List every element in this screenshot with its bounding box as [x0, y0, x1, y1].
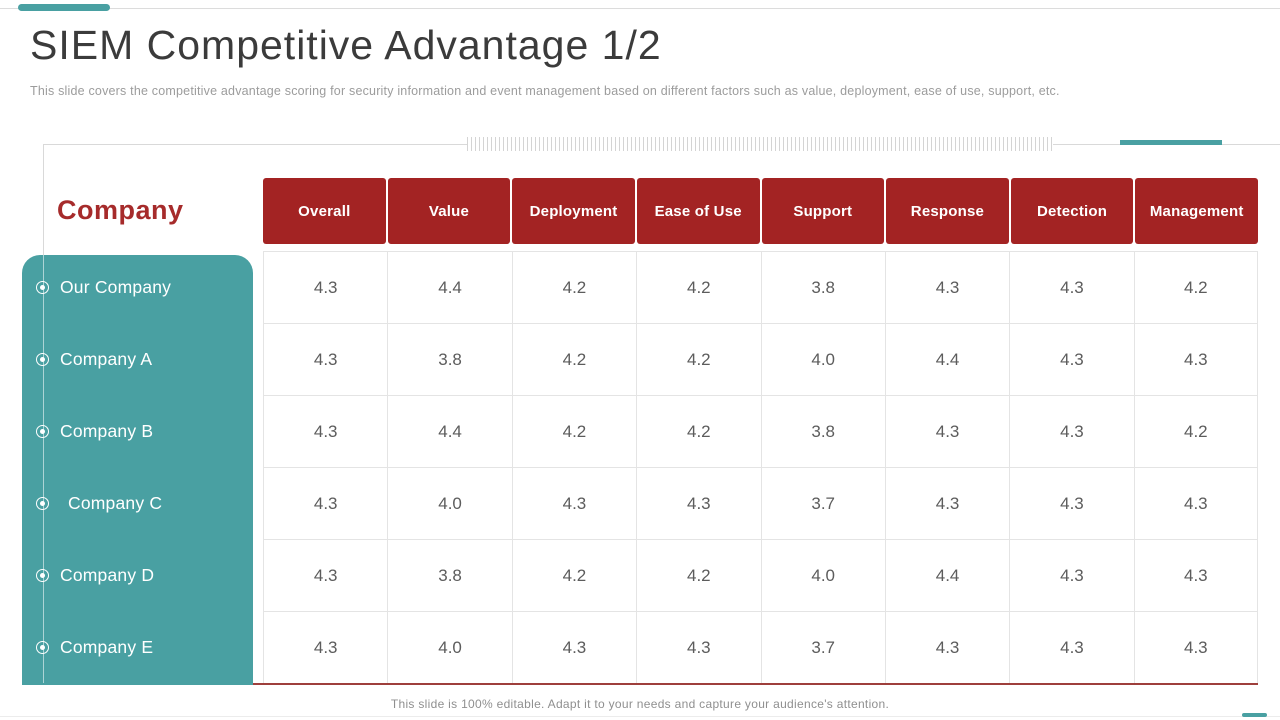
radio-bullet-icon [36, 640, 49, 654]
sidebar-item-label: Company C [68, 492, 163, 513]
radio-bullet-icon [36, 352, 49, 366]
table-cell-company-e-value: 4.0 [387, 611, 512, 683]
sidebar-item-label: Company A [60, 348, 153, 369]
table-cell-our-company-detection: 4.3 [1009, 251, 1134, 323]
table-cell-company-c-overall: 4.3 [263, 467, 388, 539]
sidebar-item-company-e: Company E [22, 611, 253, 683]
table-cell-our-company-ease-of-use: 4.2 [636, 251, 761, 323]
table-cell-company-d-support: 4.0 [760, 539, 885, 611]
sidebar-item-label: Our Company [60, 276, 172, 297]
table-cell-company-a-response: 4.4 [884, 323, 1010, 395]
table-cell-company-d-overall: 4.3 [263, 539, 388, 611]
table-cell-company-e-support: 3.7 [760, 611, 885, 683]
column-header-detection: Detection [1010, 178, 1134, 244]
table-cell-company-e-deployment: 4.3 [511, 611, 637, 683]
footer-note: This slide is 100% editable. Adapt it to… [390, 697, 890, 711]
table-cell-company-a-value: 3.8 [387, 323, 512, 395]
top-rule [0, 8, 1280, 9]
table-cell-company-a-overall: 4.3 [263, 323, 388, 395]
table-cell-company-b-support: 3.8 [760, 395, 885, 467]
table-cell-company-d-management: 4.3 [1133, 539, 1258, 611]
slide-title: SIEM Competitive Advantage 1/2 [30, 22, 662, 68]
bottom-rule [0, 716, 1280, 717]
table-cell-company-e-detection: 4.3 [1009, 611, 1134, 683]
radio-bullet-icon [36, 280, 49, 294]
sidebar-item-company-d: Company D [22, 539, 253, 611]
sidebar-item-our-company: Our Company [22, 251, 253, 323]
timeline-vertical-line [43, 144, 44, 255]
table-cell-company-a-deployment: 4.2 [511, 323, 637, 395]
column-header-management: Management [1135, 178, 1258, 244]
table-cell-company-c-support: 3.7 [760, 467, 885, 539]
table-cell-our-company-deployment: 4.2 [511, 251, 637, 323]
table-cell-company-c-response: 4.3 [884, 467, 1010, 539]
table-cell-company-d-deployment: 4.2 [511, 539, 637, 611]
table-cell-company-d-value: 3.8 [387, 539, 512, 611]
column-header-response: Response [886, 178, 1009, 244]
company-column-header: Company [57, 195, 184, 225]
table-cell-company-b-deployment: 4.2 [511, 395, 637, 467]
sidebar-item-company-a: Company A [22, 323, 253, 395]
table-cell-company-d-ease-of-use: 4.2 [636, 539, 761, 611]
table-header-row: Overall Value Deployment Ease of Use Support… [263, 178, 1258, 244]
table-cell-company-a-management: 4.3 [1133, 323, 1258, 395]
radio-bullet-icon [36, 424, 49, 438]
table-cell-company-c-management: 4.3 [1133, 467, 1258, 539]
table-cell-company-e-management: 4.3 [1133, 611, 1258, 683]
table-cell-our-company-management: 4.2 [1133, 251, 1258, 323]
table-cell-our-company-overall: 4.3 [263, 251, 388, 323]
table-cell-company-b-value: 4.4 [387, 395, 512, 467]
divider-hatch-pattern [467, 137, 1053, 151]
table-cell-company-e-ease-of-use: 4.3 [636, 611, 761, 683]
table-cell-company-c-value: 4.0 [387, 467, 512, 539]
sidebar-item-label: Company B [60, 420, 154, 441]
slide-subtitle: This slide covers the competitive advant… [30, 84, 1060, 98]
timeline-vertical-line-overlay [43, 255, 44, 683]
table-cell-company-e-overall: 4.3 [263, 611, 388, 683]
table-cell-company-c-detection: 4.3 [1009, 467, 1134, 539]
column-header-support: Support [761, 178, 885, 244]
radio-bullet-icon [36, 568, 49, 582]
table-body: 4.3 4.4 4.2 4.2 3.8 4.3 4.3 4.2 4.3 3.8 4.2 4.2 4.0 4… [263, 251, 1258, 683]
radio-bullet-icon [36, 496, 49, 510]
table-cell-company-b-detection: 4.3 [1009, 395, 1134, 467]
column-header-value: Value [387, 178, 511, 244]
sidebar-item-label: Company E [60, 636, 154, 657]
table-bottom-border [253, 683, 1258, 685]
column-header-deployment: Deployment [512, 178, 635, 244]
table-cell-our-company-response: 4.3 [884, 251, 1010, 323]
bottom-accent-pill [1242, 713, 1267, 717]
divider-accent-bar [1120, 140, 1222, 145]
top-accent-pill [18, 4, 110, 11]
sidebar-item-company-b: Company B [22, 395, 253, 467]
table-cell-company-e-response: 4.3 [884, 611, 1010, 683]
column-header-ease-of-use: Ease of Use [636, 178, 760, 244]
table-cell-company-d-response: 4.4 [884, 539, 1010, 611]
table-cell-our-company-value: 4.4 [387, 251, 512, 323]
sidebar-item-company-c: Company C [22, 467, 253, 539]
sidebar-item-label: Company D [60, 564, 155, 585]
column-header-overall: Overall [263, 178, 386, 244]
table-cell-company-c-deployment: 4.3 [511, 467, 637, 539]
table-cell-our-company-support: 3.8 [760, 251, 885, 323]
table-cell-company-b-management: 4.2 [1133, 395, 1258, 467]
table-cell-company-a-detection: 4.3 [1009, 323, 1134, 395]
table-cell-company-b-ease-of-use: 4.2 [636, 395, 761, 467]
table-cell-company-a-support: 4.0 [760, 323, 885, 395]
table-cell-company-c-ease-of-use: 4.3 [636, 467, 761, 539]
table-cell-company-d-detection: 4.3 [1009, 539, 1134, 611]
sidebar-panel: Our Company Company A Company B Company C Co… [22, 255, 253, 685]
table-cell-company-a-ease-of-use: 4.2 [636, 323, 761, 395]
table-cell-company-b-overall: 4.3 [263, 395, 388, 467]
table-cell-company-b-response: 4.3 [884, 395, 1010, 467]
